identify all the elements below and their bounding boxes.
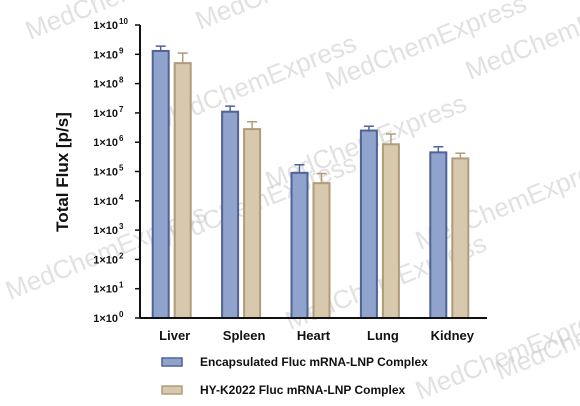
y-tick-label: 1×10 bbox=[93, 196, 118, 208]
y-tick-label: 1×10 bbox=[93, 108, 118, 120]
y-tick-label: 1×10 bbox=[93, 313, 118, 325]
y-tick-exponent: 3 bbox=[119, 222, 124, 231]
y-tick-exponent: 7 bbox=[119, 105, 124, 114]
watermark-text: MedChemExpress bbox=[191, 0, 401, 36]
y-tick-exponent: 9 bbox=[119, 46, 124, 55]
legend-label-series-1: Encapsulated Fluc mRNA-LNP Complex bbox=[200, 355, 428, 369]
y-tick-label: 1×10 bbox=[93, 225, 118, 237]
y-tick-exponent: 8 bbox=[119, 76, 124, 85]
y-tick-label: 1×10 bbox=[93, 254, 118, 266]
y-tick-exponent: 1 bbox=[119, 281, 124, 290]
bar-liver-series-1 bbox=[151, 49, 170, 320]
bar-spleen-series-1 bbox=[221, 110, 240, 319]
x-axis-labels: Liver Spleen Heart Lung Kidney bbox=[159, 328, 475, 343]
legend-label-series-2: HY-K2022 Fluc mRNA-LNP Complex bbox=[200, 383, 405, 397]
bar-heart-series-1 bbox=[290, 171, 309, 319]
y-tick-exponent: 0 bbox=[119, 310, 124, 319]
y-tick-exponent: 2 bbox=[119, 251, 124, 260]
y-tick-label: 1×10 bbox=[93, 167, 118, 179]
y-axis-title: Total Flux [p/s] bbox=[53, 112, 72, 232]
y-tick-exponent: 6 bbox=[119, 134, 124, 143]
y-tick-exponent: 4 bbox=[119, 193, 124, 202]
x-label-lung: Lung bbox=[367, 328, 399, 343]
bar-kidney-series-2 bbox=[451, 157, 470, 319]
legend-swatch-series-1 bbox=[161, 357, 183, 367]
bar-spleen-series-2 bbox=[243, 128, 262, 319]
x-label-liver: Liver bbox=[159, 328, 190, 343]
bar-lung-series-1 bbox=[359, 129, 378, 319]
y-axis-ticks: 1×10 01×10 11×10 21×10 31×10 41×10 51×10 61×10 7… bbox=[93, 17, 140, 325]
error-bars-layer bbox=[155, 45, 466, 184]
x-label-kidney: Kidney bbox=[431, 328, 475, 343]
y-tick-label: 1×10 bbox=[93, 137, 118, 149]
y-tick-label: 1×10 bbox=[93, 284, 118, 296]
y-tick-label: 1×10 bbox=[93, 79, 118, 91]
bar-liver-series-2 bbox=[173, 62, 192, 319]
y-tick-label: 1×10 bbox=[93, 49, 118, 61]
x-label-spleen: Spleen bbox=[223, 328, 266, 343]
x-label-heart: Heart bbox=[297, 328, 331, 343]
legend: Encapsulated Fluc mRNA-LNP Complex HY-K20… bbox=[161, 355, 428, 397]
y-tick-label: 1×10 bbox=[93, 20, 118, 32]
y-tick-exponent: 10 bbox=[119, 17, 128, 26]
y-tick-exponent: 5 bbox=[119, 164, 124, 173]
bar-lung-series-2 bbox=[381, 143, 400, 319]
bar-heart-series-2 bbox=[312, 182, 331, 319]
legend-swatch-series-2 bbox=[161, 385, 183, 395]
bar-kidney-series-1 bbox=[429, 151, 448, 319]
